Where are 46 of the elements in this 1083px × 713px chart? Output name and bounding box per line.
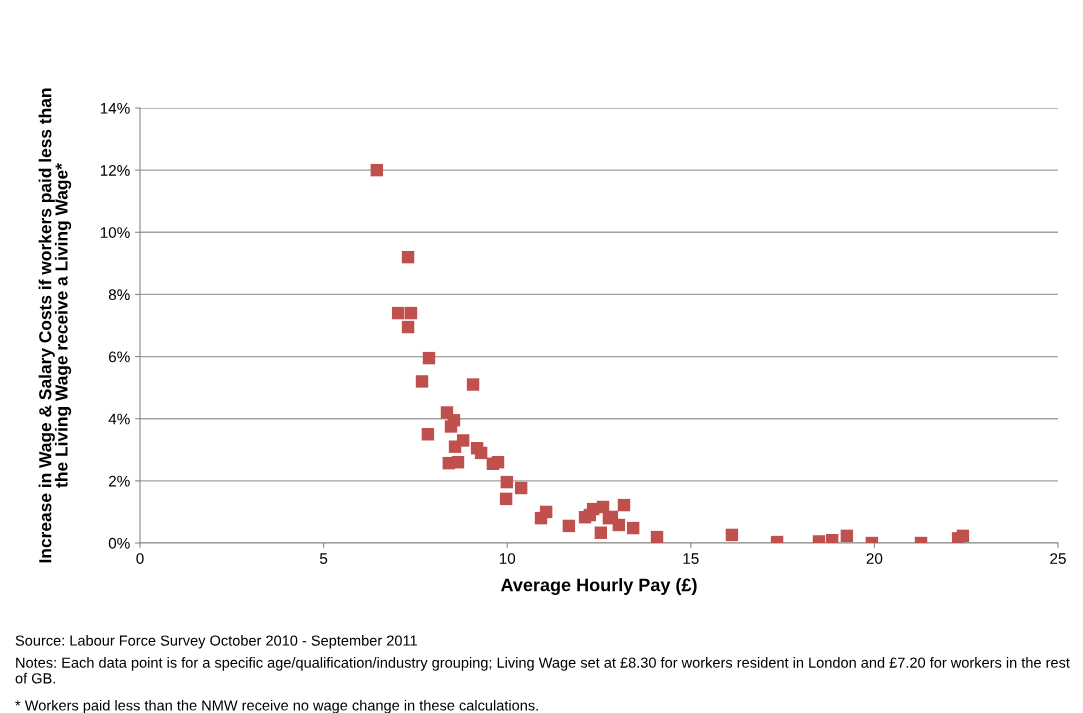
- text: Notes: Each data point is for a specific age/qualification/industry grouping; Living Wage set at £8.30 for workers resident in London and £7.20 for workers in the rest of GB.: [15, 657, 1070, 684]
- point: [370, 163, 384, 177]
- point: [491, 456, 505, 469]
- point: [956, 529, 970, 543]
- point: [562, 519, 576, 533]
- point: [594, 526, 608, 539]
- y-tick-label: 2%: [108, 475, 130, 487]
- point: [444, 420, 458, 433]
- point: [725, 528, 739, 542]
- text: * Workers paid less than the NMW receive no wage change in these calculations.: [15, 699, 538, 713]
- point: [391, 306, 405, 320]
- point: [401, 250, 415, 264]
- point: [415, 375, 429, 388]
- y-tick-label: 4%: [108, 413, 130, 425]
- point: [650, 530, 664, 543]
- x-tick-label: 15: [683, 553, 699, 564]
- point: [617, 498, 631, 512]
- point: [840, 529, 854, 543]
- point: [514, 481, 528, 495]
- x-axis-title: Average Hourly Pay (£): [500, 578, 697, 595]
- point: [466, 378, 480, 391]
- y-tick-label: 14%: [100, 102, 130, 114]
- y-tick-label: 0%: [108, 537, 130, 549]
- x-tick-label: 10: [499, 553, 516, 564]
- point: [456, 434, 470, 447]
- y-tick-label: 8%: [108, 289, 130, 301]
- point: [474, 446, 488, 460]
- point: [451, 456, 465, 469]
- point: [500, 475, 514, 489]
- point: [401, 320, 415, 334]
- point: [421, 428, 435, 441]
- x-tick-label: 20: [866, 553, 883, 564]
- point: [626, 521, 640, 535]
- point: [612, 518, 626, 532]
- point: [534, 511, 548, 525]
- y-tick-label: 6%: [108, 351, 130, 363]
- x-tick-label: 0: [136, 553, 144, 564]
- source-note: Source: Labour Force Survey October 2010 - September 2011: [15, 635, 417, 649]
- y-tick-label: 12%: [100, 165, 130, 176]
- point: [404, 306, 418, 320]
- x-tick-label: 25: [1050, 553, 1066, 564]
- y-axis-title: Increase in Wage & Salary Costs if workers paid less than the Living Wage receive a Living Wage*: [38, 88, 72, 563]
- point: [499, 492, 513, 506]
- x-tick-label: 5: [319, 553, 328, 564]
- point: [422, 351, 436, 365]
- y-tick-label: 10%: [100, 227, 130, 238]
